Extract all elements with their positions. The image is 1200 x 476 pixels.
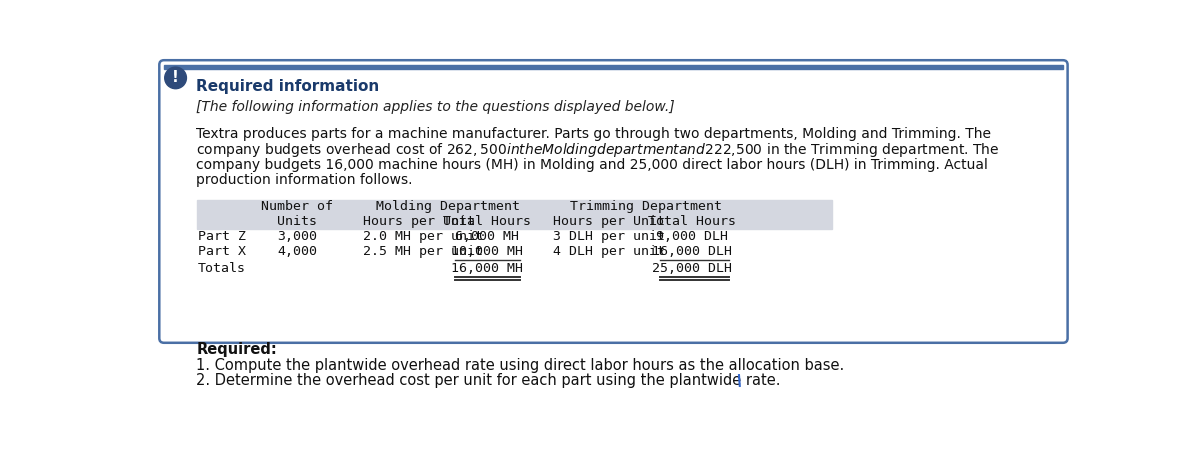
Text: production information follows.: production information follows. — [197, 173, 413, 188]
Bar — [197, 199, 832, 229]
Text: 16,000 DLH: 16,000 DLH — [653, 246, 732, 258]
Text: Part Z: Part Z — [198, 230, 246, 243]
Text: Trimming Department: Trimming Department — [570, 200, 722, 213]
FancyBboxPatch shape — [160, 60, 1068, 343]
Text: Hours per Unit: Hours per Unit — [553, 215, 665, 228]
Text: Totals: Totals — [198, 262, 246, 276]
Text: 3 DLH per unit: 3 DLH per unit — [553, 230, 665, 243]
Text: 16,000 MH: 16,000 MH — [451, 262, 523, 276]
Text: Molding Department: Molding Department — [377, 200, 521, 213]
Text: Number of: Number of — [262, 200, 334, 213]
Text: [The following information applies to the questions displayed below.]: [The following information applies to th… — [197, 100, 676, 114]
Bar — [164, 65, 1063, 69]
Text: 25,000 DLH: 25,000 DLH — [653, 262, 732, 276]
Text: 2.0 MH per unit: 2.0 MH per unit — [364, 230, 484, 243]
Text: 2. Determine the overhead cost per unit for each part using the plantwide rate.: 2. Determine the overhead cost per unit … — [197, 373, 781, 388]
Text: company budgets overhead cost of $262,500 in the Molding department and $222,500: company budgets overhead cost of $262,50… — [197, 140, 1000, 159]
Text: 2.5 MH per unit: 2.5 MH per unit — [364, 246, 484, 258]
Text: Units: Units — [277, 215, 317, 228]
Text: 1. Compute the plantwide overhead rate using direct labor hours as the allocatio: 1. Compute the plantwide overhead rate u… — [197, 357, 845, 373]
Circle shape — [164, 67, 186, 89]
Text: Textra produces parts for a machine manufacturer. Parts go through two departmen: Textra produces parts for a machine manu… — [197, 127, 991, 141]
Text: 6,000 MH: 6,000 MH — [455, 230, 520, 243]
Text: Total Hours: Total Hours — [443, 215, 532, 228]
Text: 9,000 DLH: 9,000 DLH — [656, 230, 728, 243]
Text: Total Hours: Total Hours — [648, 215, 737, 228]
Text: 4 DLH per unit: 4 DLH per unit — [553, 246, 665, 258]
Text: Required information: Required information — [197, 79, 379, 94]
Text: Hours per Unit: Hours per Unit — [364, 215, 475, 228]
Text: Part X: Part X — [198, 246, 246, 258]
Text: Required:: Required: — [197, 342, 277, 357]
Text: company budgets 16,000 machine hours (MH) in Molding and 25,000 direct labor hou: company budgets 16,000 machine hours (MH… — [197, 158, 989, 172]
Text: 4,000: 4,000 — [277, 246, 317, 258]
Text: !: ! — [172, 70, 179, 85]
Text: 3,000: 3,000 — [277, 230, 317, 243]
Text: 10,000 MH: 10,000 MH — [451, 246, 523, 258]
